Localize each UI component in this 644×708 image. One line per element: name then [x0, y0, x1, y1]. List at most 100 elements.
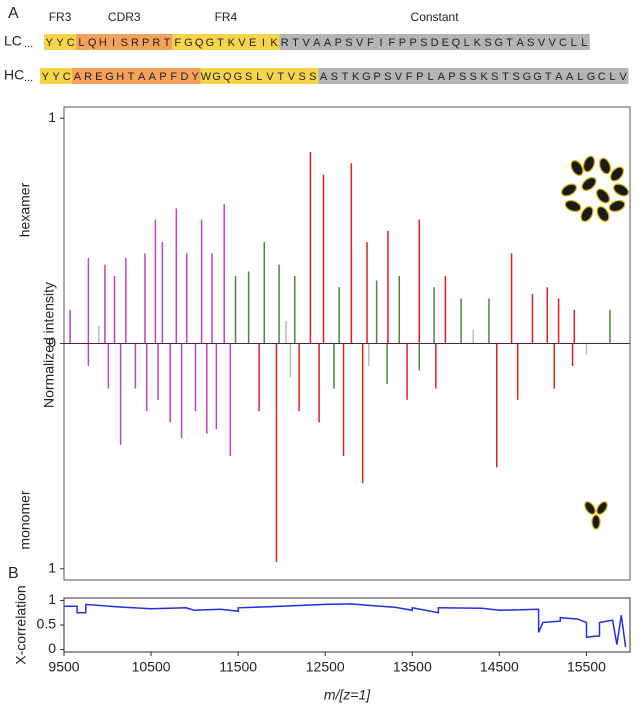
residue: D — [431, 37, 439, 49]
xcorr-line — [64, 603, 627, 648]
residue: K — [270, 37, 278, 49]
residue: K — [474, 37, 482, 49]
residue: A — [438, 71, 446, 83]
y-tick-label: 0 — [48, 334, 56, 350]
residue: S — [470, 71, 477, 83]
residue: P — [373, 71, 380, 83]
residue: P — [448, 71, 455, 83]
residue: S — [331, 71, 338, 83]
residue: G — [184, 37, 193, 49]
region-label: Constant — [411, 10, 460, 24]
residue: E — [442, 37, 449, 49]
residue: L — [577, 71, 583, 83]
residue: T — [502, 71, 509, 83]
residue: S — [484, 37, 491, 49]
residue: A — [566, 71, 574, 83]
residue: L — [78, 37, 84, 49]
residue: I — [262, 37, 265, 49]
residue: P — [159, 71, 166, 83]
residue: T — [217, 37, 224, 49]
residue: C — [67, 37, 75, 49]
chain-lead: ... — [24, 38, 33, 50]
residue: V — [395, 71, 403, 83]
residue: A — [324, 37, 332, 49]
residue: Q — [88, 37, 97, 49]
residue: G — [362, 71, 371, 83]
residue: Q — [195, 37, 204, 49]
residue: T — [506, 37, 513, 49]
x-tick-label: 10500 — [132, 659, 171, 675]
region-box — [172, 34, 280, 50]
residue: C — [598, 71, 606, 83]
y-tick-label: 1 — [48, 559, 56, 575]
region-box — [44, 34, 77, 50]
residue: Y — [56, 37, 64, 49]
residue: P — [335, 37, 342, 49]
x-axis-label: m/[z=1] — [324, 687, 371, 703]
residue: I — [380, 37, 383, 49]
region-box — [76, 34, 173, 50]
residue: A — [313, 37, 321, 49]
x-tick-label: 15500 — [567, 659, 606, 675]
residue: C — [559, 37, 567, 49]
residue: Q — [452, 37, 461, 49]
residue: L — [581, 37, 587, 49]
residue: G — [234, 71, 243, 83]
residue: A — [149, 71, 157, 83]
residue: S — [512, 71, 519, 83]
region-label: CDR3 — [108, 10, 141, 24]
residue: G — [587, 71, 596, 83]
y-axis-label: Normalized intensity — [41, 282, 57, 408]
residue: Y — [46, 37, 54, 49]
residue: S — [384, 71, 391, 83]
residue: V — [549, 37, 557, 49]
residue: S — [345, 37, 352, 49]
residue: L — [464, 37, 470, 49]
y-tick-label: 1 — [48, 109, 56, 125]
region-box — [318, 68, 629, 84]
residue: T — [128, 71, 135, 83]
chain-lead: ... — [24, 72, 33, 84]
residue: E — [95, 71, 102, 83]
residue: T — [545, 71, 552, 83]
residue: L — [427, 71, 433, 83]
residue: F — [406, 71, 413, 83]
residue: T — [292, 37, 299, 49]
residue: K — [352, 71, 360, 83]
residue: D — [180, 71, 188, 83]
residue: T — [342, 71, 349, 83]
region-box — [40, 68, 73, 84]
residue: R — [152, 37, 160, 49]
residue: R — [131, 37, 139, 49]
region-label: FR4 — [215, 10, 238, 24]
residue: S — [245, 71, 252, 83]
residue: C — [63, 71, 71, 83]
x-tick-label: 12500 — [306, 659, 345, 675]
residue: F — [367, 37, 374, 49]
residue: A — [555, 71, 563, 83]
residue: L — [571, 37, 577, 49]
hexamer-icon — [561, 155, 629, 222]
y-axis-label: monomer — [17, 490, 33, 549]
residue: E — [249, 37, 256, 49]
residue: A — [516, 37, 524, 49]
residue: K — [480, 71, 488, 83]
residue: S — [491, 71, 498, 83]
residue: V — [238, 37, 246, 49]
y-axis-label: X-correlation — [13, 585, 29, 664]
monomer-icon — [584, 501, 608, 530]
residue: S — [459, 71, 466, 83]
residue: F — [174, 37, 181, 49]
residue: A — [74, 71, 82, 83]
y-tick-label: 0.5 — [37, 616, 57, 632]
region-box — [279, 34, 590, 50]
residue: H — [116, 71, 124, 83]
region-label: FR3 — [49, 10, 72, 24]
plot-frame — [63, 597, 631, 653]
residue: V — [266, 71, 274, 83]
residue: S — [527, 37, 534, 49]
region-box — [72, 68, 201, 84]
region-box — [200, 68, 319, 84]
y-tick-label: 0 — [48, 640, 56, 656]
